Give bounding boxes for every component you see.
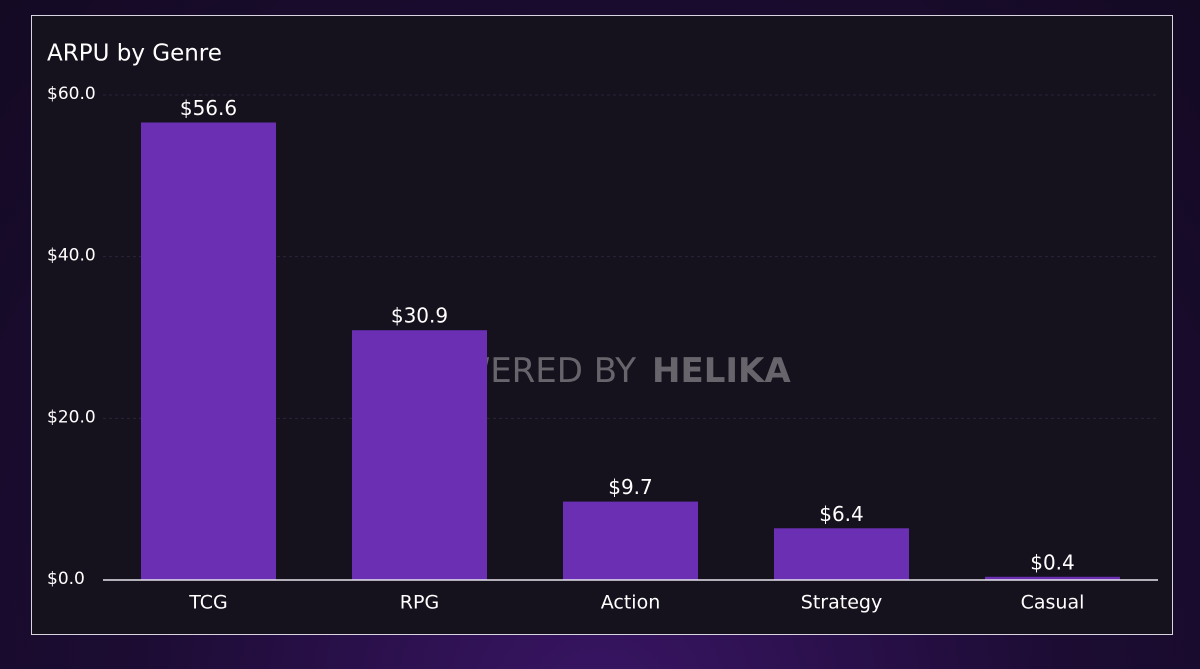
bar <box>984 576 1121 580</box>
y-tick-label: $0.0 <box>47 569 85 589</box>
bar <box>351 330 488 580</box>
value-label: $56.6 <box>180 96 237 120</box>
y-tick-label: $40.0 <box>47 246 96 266</box>
x-tick-label: Strategy <box>801 592 882 614</box>
x-tick-label: TCG <box>188 592 227 614</box>
watermark-brand: HELIKA <box>652 351 791 391</box>
value-label: $30.9 <box>391 304 448 328</box>
y-tick-label: $20.0 <box>47 407 96 427</box>
value-label: $9.7 <box>608 475 653 499</box>
bar <box>562 501 699 580</box>
value-label: $0.4 <box>1030 550 1075 574</box>
x-tick-label: Action <box>601 592 661 614</box>
x-tick-label: Casual <box>1021 592 1085 614</box>
bar <box>140 122 277 580</box>
y-tick-label: $60.0 <box>47 84 96 104</box>
value-label: $6.4 <box>819 502 864 526</box>
bar <box>773 528 910 580</box>
x-tick-label: RPG <box>400 592 439 614</box>
chart-title: ARPU by Genre <box>47 41 222 67</box>
